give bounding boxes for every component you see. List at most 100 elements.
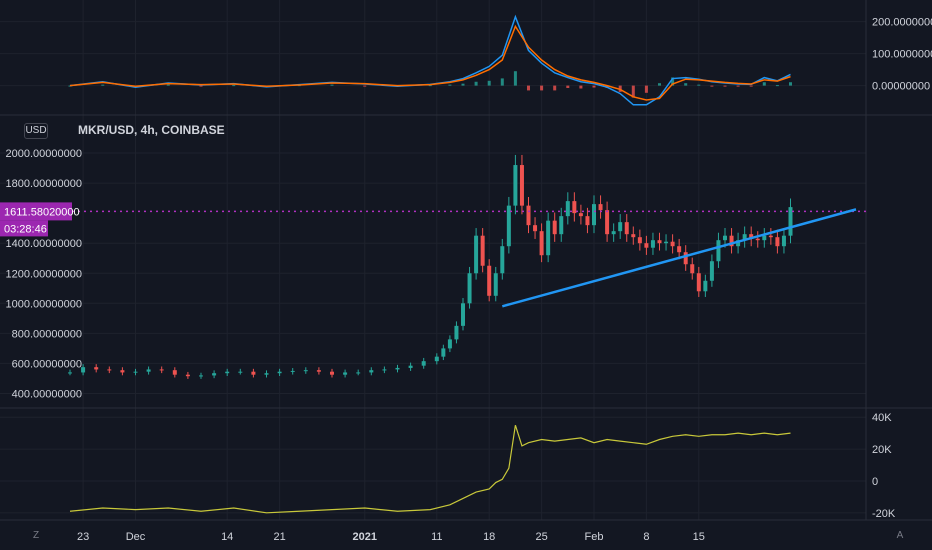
candle-body (199, 375, 203, 377)
obv-line (69, 424, 791, 514)
volume-y-tick-label: -20K (872, 508, 896, 520)
candle-body (670, 241, 675, 247)
candle-body (454, 325, 459, 340)
candle-body (598, 204, 603, 211)
candle-body (592, 204, 596, 226)
candle-body (578, 213, 583, 217)
axis-labels: 23 Dec 14 21 2021 11 18 25 Feb 8 15 200.00000000 100… (6, 17, 932, 543)
candle-body (474, 235, 479, 274)
chart-grid (0, 0, 866, 520)
candle-body (506, 205, 511, 247)
x-tick-label: Feb (585, 531, 604, 543)
candle-body (487, 265, 492, 296)
candle-body (762, 235, 767, 241)
pane-separators (0, 0, 932, 521)
candle-body (330, 371, 334, 375)
candle-body (212, 373, 217, 376)
x-tick-label: 18 (483, 531, 495, 543)
macd-y-tick-label: 100.00000000 (872, 49, 932, 61)
macd-histogram-bar (428, 85, 432, 87)
macd-histogram-bar (461, 83, 465, 86)
price-y-tick-label: 800.00000000 (12, 328, 82, 340)
macd-histogram-bar (736, 85, 740, 87)
price-y-tick-label: 1000.00000000 (6, 298, 82, 310)
candle-body (461, 303, 465, 326)
macd-histogram-bar (684, 83, 688, 86)
macd-histogram-bar (762, 82, 766, 86)
last-price-tag (0, 202, 72, 221)
x-tick-label: 25 (535, 531, 547, 543)
candle-body (146, 369, 151, 372)
candle-body (421, 361, 426, 366)
macd-histogram-bar (789, 82, 792, 86)
candle-body (133, 371, 138, 373)
candle-body (264, 373, 269, 375)
macd-histogram-bar (579, 85, 583, 89)
candle-body (408, 365, 413, 368)
candle-body (68, 372, 72, 374)
macd-histogram-bar (723, 85, 727, 87)
macd-histogram-bar (540, 85, 544, 91)
macd-histogram-bar (527, 85, 530, 91)
macd-histogram-bar (658, 83, 661, 86)
macd-histogram-bar (101, 84, 105, 86)
candle-body (677, 246, 682, 253)
macd-histogram-bar (199, 85, 203, 87)
candle-body (519, 165, 524, 206)
candle-body (526, 205, 531, 226)
candle-body (81, 367, 86, 373)
candle-body (467, 273, 472, 304)
candle-body (159, 369, 164, 371)
candle-body (290, 370, 295, 372)
candle-body (395, 367, 400, 370)
candle-body (480, 235, 485, 266)
macd-histogram-bar (500, 78, 504, 86)
price-pane: 1611.58020000 03:28:46 (0, 154, 866, 379)
candle-body (533, 225, 538, 232)
price-y-tick-label: 400.00000000 (12, 388, 82, 400)
macd-y-tick-label: 0.00000000 (872, 81, 930, 93)
macd-histogram-bar (363, 85, 367, 87)
macd-histogram-bar (749, 85, 753, 87)
candle-body (749, 234, 754, 239)
candle-body (565, 201, 570, 217)
candle-body (644, 243, 649, 248)
candle-body (546, 220, 551, 256)
macd-histogram-bar (68, 85, 72, 87)
candle-body (277, 371, 282, 374)
macd-histogram-bar (487, 80, 491, 86)
macd-y-tick-label: 200.00000000 (872, 17, 932, 29)
countdown-label: 03:28:46 (4, 223, 47, 235)
macd-pane (68, 14, 792, 106)
candle-body (729, 235, 734, 247)
candle-body (447, 339, 452, 349)
candle-body (559, 216, 564, 235)
candle-body (755, 238, 760, 241)
x-tick-label: 14 (221, 531, 233, 543)
volume-y-tick-label: 0 (872, 476, 878, 488)
candle-body (624, 222, 629, 235)
macd-histogram-bar (592, 85, 596, 88)
candle-body (107, 369, 112, 371)
candle-body (650, 240, 655, 248)
price-y-tick-label: 1200.00000000 (6, 268, 82, 280)
candle-body (631, 234, 636, 238)
x-tick-label: 23 (77, 531, 89, 543)
candle-body (120, 370, 125, 373)
x-tick-label: 11 (431, 531, 442, 543)
candle-body (572, 201, 577, 214)
zoom-button[interactable]: Z (32, 530, 40, 541)
candle-body (552, 220, 557, 235)
trendline (501, 208, 857, 308)
macd-histogram-bar (553, 85, 557, 91)
currency-button[interactable]: USD (24, 123, 48, 139)
candle-body (611, 231, 616, 235)
candle-body (788, 207, 793, 236)
candle-body (94, 367, 99, 370)
candle-body (500, 246, 505, 274)
candle-body (343, 372, 348, 375)
auto-scale-button[interactable]: A (896, 530, 904, 541)
candle-body (251, 371, 256, 375)
price-y-tick-label: 600.00000000 (12, 358, 82, 370)
